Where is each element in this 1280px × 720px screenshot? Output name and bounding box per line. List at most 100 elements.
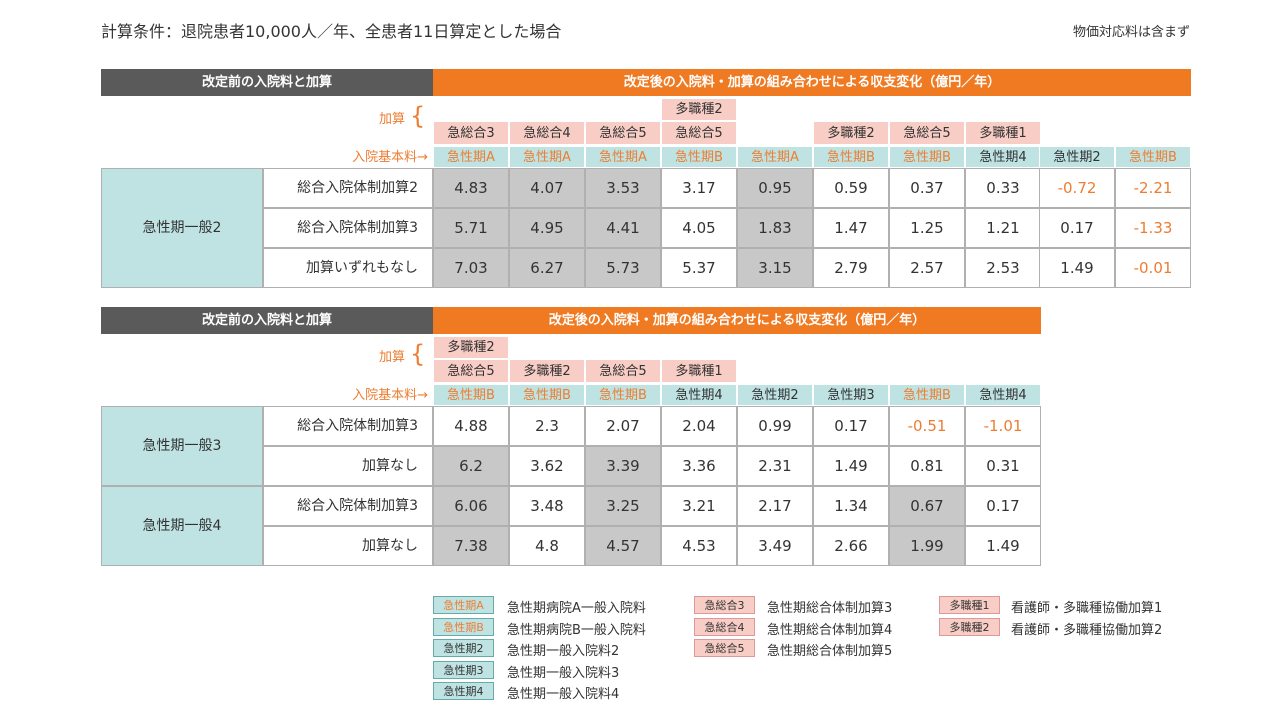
- table-cell: 3.48: [509, 486, 585, 526]
- row-label: 総合入院体制加算3: [263, 208, 433, 248]
- table-cell: 1.47: [813, 208, 889, 248]
- table-cell: -2.21: [1115, 168, 1191, 208]
- kasan-top-cell: 多職種2: [661, 98, 737, 121]
- brace-icon: {: [410, 340, 426, 368]
- group-label: 急性期一般4: [101, 486, 263, 566]
- table-cell: 4.53: [661, 526, 737, 566]
- table-cell: 1.99: [889, 526, 965, 566]
- table-cell: 4.57: [585, 526, 661, 566]
- base-fee-cell: 急性期B: [813, 146, 889, 168]
- base-fee-cell: 急性期B: [1115, 146, 1191, 168]
- table-cell: 2.57: [889, 248, 965, 288]
- table-cell: 2.3: [509, 406, 585, 446]
- table-cell: 6.06: [433, 486, 509, 526]
- header-after: 改定後の入院料・加算の組み合わせによる収支変化（億円／年）: [433, 69, 1191, 96]
- kasan-cell: 急総合5: [585, 121, 661, 145]
- legend-code: 急総合3: [694, 596, 755, 614]
- base-fee-cell: 急性期B: [889, 384, 965, 406]
- kasan-cell: 多職種1: [661, 359, 737, 383]
- kasan-cell: 急総合3: [433, 121, 509, 145]
- legend-code: 急性期3: [433, 660, 494, 679]
- table-cell: 3.49: [737, 526, 813, 566]
- table-cell: 5.73: [585, 248, 661, 288]
- table-cell: 5.37: [661, 248, 737, 288]
- legend-text: 看護師・多職種協働加算2: [1011, 622, 1163, 638]
- base-fee-cell: 急性期4: [965, 146, 1041, 168]
- table-cell: -1.01: [965, 406, 1041, 446]
- table-cell: 2.66: [813, 526, 889, 566]
- table-cell: 0.17: [965, 486, 1041, 526]
- base-fee-cell: 急性期B: [509, 384, 585, 406]
- row-label: 加算なし: [263, 526, 433, 566]
- base-fee-cell: 急性期2: [737, 384, 813, 406]
- table-cell: 6.27: [509, 248, 585, 288]
- legend-text: 急性期一般入院料3: [507, 665, 620, 681]
- base-fee-label: 入院基本料→: [352, 149, 428, 165]
- base-fee-label: 入院基本料→: [352, 387, 428, 403]
- base-fee-cell: 急性期2: [1039, 146, 1115, 168]
- table-cell: 4.95: [509, 208, 585, 248]
- base-fee-cell: 急性期4: [965, 384, 1041, 406]
- kasan-label: 加算: [378, 349, 405, 365]
- table-cell: 7.38: [433, 526, 509, 566]
- row-label: 総合入院体制加算2: [263, 168, 433, 208]
- table-cell: 4.07: [509, 168, 585, 208]
- base-fee-cell: 急性期A: [433, 146, 509, 168]
- table-cell: 4.41: [585, 208, 661, 248]
- table-cell: 6.2: [433, 446, 509, 486]
- brace-icon: {: [410, 102, 426, 130]
- table-cell: 3.21: [661, 486, 737, 526]
- row-label: 総合入院体制加算3: [263, 486, 433, 526]
- table-cell: 0.37: [889, 168, 965, 208]
- legend-code: 急性期A: [433, 596, 494, 614]
- base-fee-cell: 急性期4: [661, 384, 737, 406]
- table-cell: -0.51: [889, 406, 965, 446]
- table-cell: 5.71: [433, 208, 509, 248]
- table-cell: 2.07: [585, 406, 661, 446]
- group-label: 急性期一般2: [101, 168, 263, 288]
- table-cell: 1.83: [737, 208, 813, 248]
- table-cell: 1.49: [1039, 248, 1115, 288]
- base-fee-cell: 急性期A: [737, 146, 813, 168]
- table-cell: -0.01: [1115, 248, 1191, 288]
- legend-text: 看護師・多職種協働加算1: [1011, 601, 1163, 616]
- kasan-cell: 多職種2: [813, 121, 889, 145]
- row-label: 総合入院体制加算3: [263, 406, 433, 446]
- legend-code: 急総合5: [694, 639, 755, 657]
- table-cell: 1.34: [813, 486, 889, 526]
- kasan-cell: 急総合5: [433, 359, 509, 383]
- legend-text: 急性期一般入院料2: [507, 644, 620, 659]
- kasan-cell: 急総合4: [509, 121, 585, 145]
- table-cell: 0.67: [889, 486, 965, 526]
- kasan-label: 加算: [378, 111, 405, 127]
- table-cell: 0.33: [965, 168, 1041, 208]
- table-cell: 3.25: [585, 486, 661, 526]
- legend-code: 急総合4: [694, 617, 755, 636]
- base-fee-cell: 急性期A: [509, 146, 585, 168]
- kasan-cell: 多職種2: [509, 359, 585, 383]
- table-cell: 3.62: [509, 446, 585, 486]
- table-cell: 2.31: [737, 446, 813, 486]
- base-fee-cell: 急性期B: [433, 384, 509, 406]
- table-cell: 0.17: [1039, 208, 1115, 248]
- header-after: 改定後の入院料・加算の組み合わせによる収支変化（億円／年）: [433, 307, 1041, 334]
- legend-code: 急性期4: [433, 682, 494, 700]
- table-cell: 0.17: [813, 406, 889, 446]
- legend-code: 急性期2: [433, 639, 494, 657]
- table-cell: 2.04: [661, 406, 737, 446]
- header-before: 改定前の入院料と加算: [101, 69, 433, 96]
- legend-code: 多職種1: [939, 596, 1000, 614]
- table-cell: 1.49: [965, 526, 1041, 566]
- table-cell: 4.05: [661, 208, 737, 248]
- table-cell: -0.72: [1039, 168, 1115, 208]
- table-cell: 2.79: [813, 248, 889, 288]
- kasan-top-cell: 多職種2: [433, 336, 509, 359]
- legend-text: 急性期病院A一般入院料: [507, 601, 646, 616]
- table-cell: 0.95: [737, 168, 813, 208]
- row-label: 加算いずれもなし: [263, 248, 433, 288]
- calculation-condition: 計算条件：退院患者10,000人／年、全患者11日算定とした場合: [101, 22, 562, 41]
- table-cell: 2.17: [737, 486, 813, 526]
- table-cell: 0.99: [737, 406, 813, 446]
- kasan-cell: 急総合5: [585, 359, 661, 383]
- table-cell: 3.39: [585, 446, 661, 486]
